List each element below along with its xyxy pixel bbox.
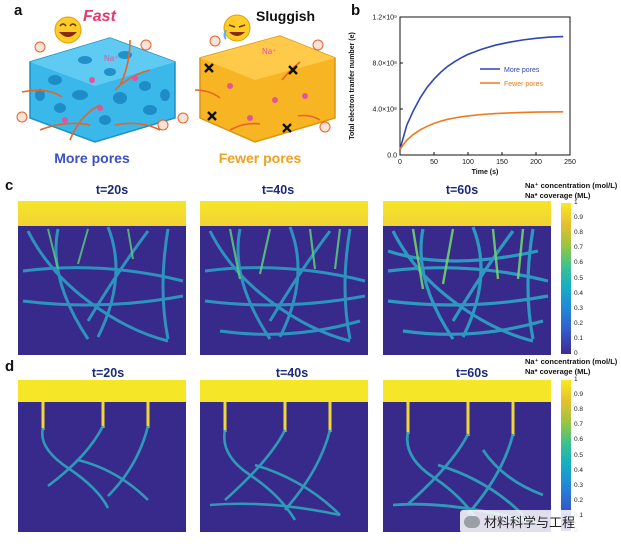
- panel-d-time-label-1: t=20s: [91, 366, 125, 380]
- panel-c-colorbar-tick: 0.3: [574, 304, 584, 312]
- x-axis-label: Time (s): [472, 169, 499, 176]
- wechat-logo-icon: [464, 515, 480, 528]
- panel-d-simulation-t60: [383, 380, 551, 532]
- panel-c-colorbar-tick: 0.4: [574, 289, 584, 297]
- panel-d-colorbar-tick: 0.9: [574, 391, 584, 399]
- panel-d-simulation-t20: [18, 380, 186, 532]
- legend-entry: More pores: [504, 67, 540, 74]
- electron-icon: [16, 35, 331, 133]
- panel-c-colorbar-tick: 0.2: [574, 319, 584, 327]
- ion-flow-arrows-sluggish: [194, 61, 321, 131]
- panel-d-network-t60: [392, 402, 544, 527]
- electron-transfer-chart: 0 50 100 150 200 250 0.0 4.0×10⁸ 8.0×10⁸ 1.2×10⁹ T…: [349, 15, 576, 177]
- panel-c-simulation-t20: [18, 201, 186, 355]
- panel-c-network-t40: [204, 226, 366, 343]
- panel-c-colorbar: [561, 203, 571, 354]
- more-pores-caption: More pores: [54, 150, 130, 166]
- panel-b-label: b: [351, 2, 361, 19]
- panel-d-time-label-3: t=60s: [455, 366, 489, 380]
- x-tick-label: 250: [564, 159, 576, 166]
- panel-d-colorbar-title-1: Na⁺ concentration (mol/L): [525, 357, 618, 366]
- panel-c-simulation-t40: [200, 201, 368, 355]
- panel-c-colorbar-title-2: Na* coverage (ML): [525, 191, 591, 200]
- panel-d-time-label-2: t=40s: [275, 366, 309, 380]
- panel-c-colorbar-title-1: Na⁺ concentration (mol/L): [525, 181, 618, 190]
- panel-d-network-t40: [209, 402, 341, 521]
- x-tick-label: 100: [462, 159, 474, 166]
- y-tick-label: 0.0: [387, 153, 397, 160]
- y-axis-label: Total electron tranfer number (e): [349, 32, 356, 140]
- panel-d-colorbar-tick: 0.6: [574, 436, 584, 444]
- legend-entry: Fewer pores: [504, 81, 543, 88]
- x-tick-label: 200: [530, 159, 542, 166]
- porous-structure-block: [29, 37, 176, 143]
- y-tick-label: 1.2×10⁹: [372, 15, 397, 22]
- panel-d-network-t20: [41, 402, 150, 509]
- panel-a-illustration: [16, 14, 336, 143]
- panel-c-colorbar-tick: 1: [574, 199, 578, 206]
- happy-face-icon: [54, 16, 82, 44]
- panel-c-colorbar-tick: 0.7: [574, 244, 584, 252]
- ion-flow-arrows-fast: [21, 39, 161, 141]
- panel-c-time-label-1: t=20s: [95, 183, 129, 197]
- panel-d-simulation-t40: [200, 380, 368, 532]
- panel-c-simulation-t60: [383, 201, 551, 355]
- x-tick-label: 0: [398, 159, 402, 166]
- series-line-more-pores: [399, 35, 564, 150]
- y-tick-label: 8.0×10⁸: [372, 61, 397, 68]
- blocked-path-icon: [204, 63, 298, 133]
- sodium-ion-icon: [62, 75, 308, 123]
- panel-c-colorbar-tick: 0.9: [574, 214, 584, 222]
- fast-label: Fast: [83, 8, 116, 25]
- sodium-ion-label-left: Na⁺: [104, 54, 119, 63]
- fewer-pores-caption: Fewer pores: [218, 150, 302, 166]
- panel-c-colorbar-tick: 0.5: [574, 274, 584, 282]
- panel-d-colorbar-tick: 0.2: [574, 496, 584, 504]
- y-tick-label: 4.0×10⁸: [372, 107, 397, 114]
- watermark: 材料科学与工程: [460, 510, 580, 533]
- sodium-ion-label-right: Na⁺: [262, 47, 277, 56]
- panel-c-time-label-3: t=60s: [445, 183, 479, 197]
- panel-a-label: a: [14, 2, 23, 19]
- x-tick-label: 150: [496, 159, 508, 166]
- panel-d-colorbar-title-2: Na* coverage (ML): [525, 367, 591, 376]
- panel-d-colorbar-tick: 0.4: [574, 466, 584, 474]
- chart-plot-frame: [399, 16, 571, 156]
- panel-c-colorbar-tick: 0: [574, 350, 578, 357]
- panel-c-label: c: [5, 177, 14, 194]
- crying-face-icon: [223, 14, 251, 42]
- panel-c-network-t60: [387, 226, 549, 343]
- panel-c-colorbar-tick: 0.6: [574, 259, 584, 267]
- panel-c-colorbar-tick: 0.1: [574, 334, 584, 342]
- panel-d-colorbar-tick: 0.8: [574, 406, 584, 414]
- panel-d-colorbar-tick: 0.5: [574, 451, 584, 459]
- panel-c-colorbar-tick: 0.8: [574, 229, 584, 237]
- panel-d-colorbar-tick: 0.7: [574, 421, 584, 429]
- watermark-text: 材料科学与工程: [484, 515, 576, 530]
- panel-c-time-label-2: t=40s: [261, 183, 295, 197]
- sluggish-label: Sluggish: [256, 8, 316, 24]
- x-tick-label: 50: [430, 159, 438, 166]
- panel-d-label: d: [5, 358, 15, 375]
- panel-d-colorbar-tick: 0.3: [574, 481, 584, 489]
- panel-c-network-t20: [22, 226, 184, 343]
- panel-d-colorbar-tick: 1: [574, 376, 578, 383]
- series-line-fewer-pores: [399, 111, 564, 150]
- panel-d-colorbar: [561, 380, 571, 531]
